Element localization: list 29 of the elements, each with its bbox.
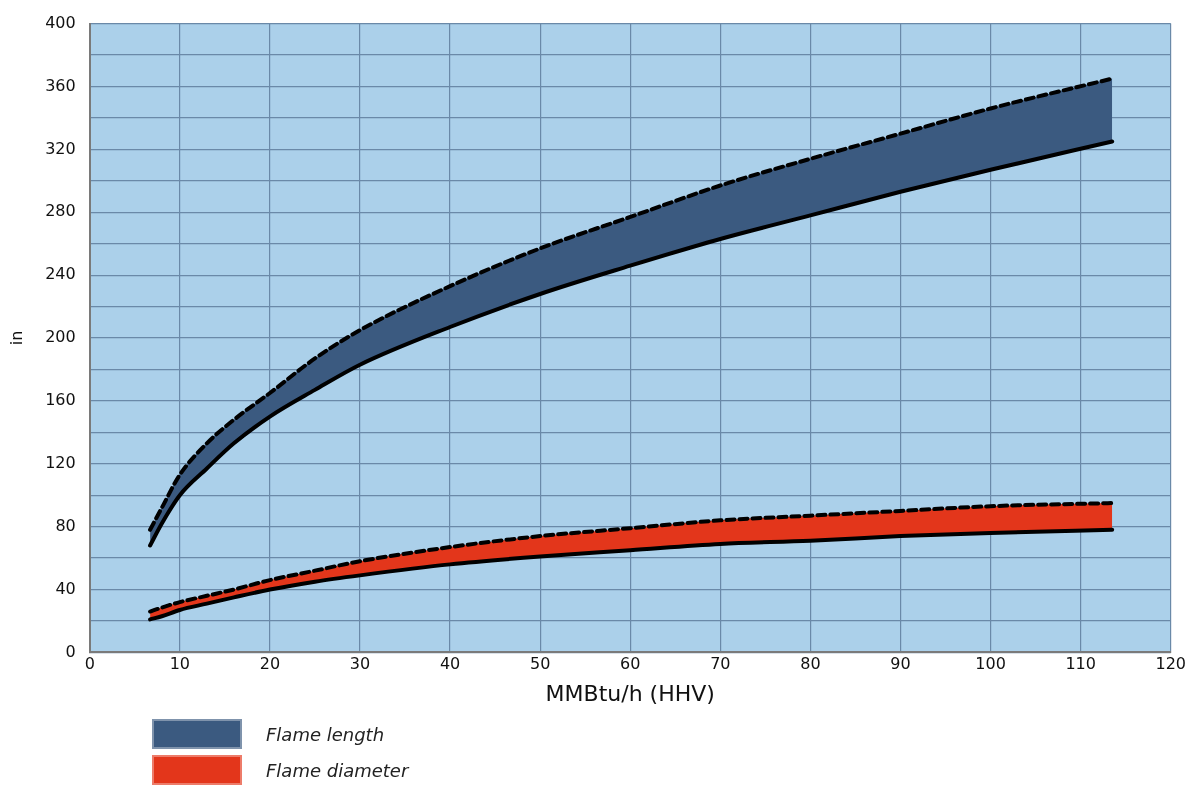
x-tick-label: 120 [1155,654,1186,674]
x-tick-label: 60 [620,654,641,674]
y-tick-label: 120 [45,452,76,472]
y-tick-label: 400 [45,12,76,32]
x-tick-label: 90 [890,654,911,674]
x-axis-title: MMBtu/h (HHV) [545,680,715,706]
y-tick-label: 280 [45,201,76,221]
x-tick-label: 50 [529,654,551,674]
y-tick-label: 160 [45,390,76,410]
x-tick-label: 30 [349,654,371,674]
y-tick-label: 200 [45,327,76,347]
x-tick-label: 10 [169,654,190,674]
y-tick-label: 0 [65,641,76,661]
y-axis-title: in [6,330,26,346]
x-tick-label: 40 [439,654,461,674]
line-series [148,527,1115,622]
y-tick-label: 40 [55,578,76,598]
y-tick-label: 80 [55,515,76,535]
x-tick-label: 0 [84,654,95,674]
legend-label: Flame length [266,723,385,745]
y-tick-label: 360 [45,75,76,95]
y-tick-label: 240 [45,264,76,284]
y-tick-label: 320 [45,138,76,158]
x-tick-label: 80 [800,654,821,674]
x-tick-label: 20 [259,654,281,674]
x-tick-label: 110 [1065,654,1096,674]
legend-label: Flame diameter [266,759,409,781]
x-tick-label: 70 [710,654,731,674]
x-tick-label: 100 [975,654,1006,674]
